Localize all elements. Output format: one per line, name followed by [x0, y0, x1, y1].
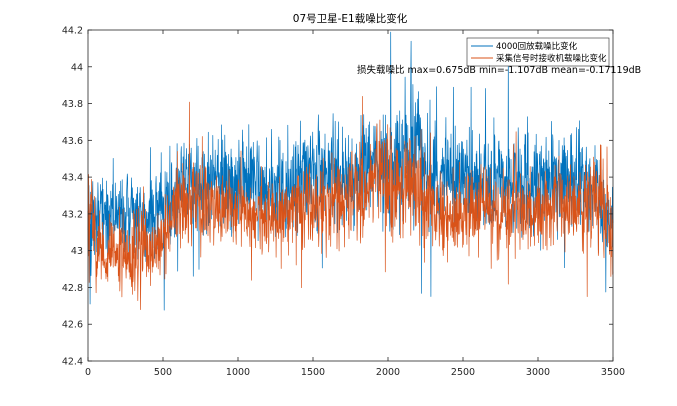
- series-line-2: [87, 95, 614, 311]
- y-tick-label: 43.8: [62, 99, 83, 110]
- y-tick-label: 42.8: [62, 283, 83, 294]
- x-tick-label: 1000: [226, 367, 250, 378]
- y-tick-label: 43.2: [62, 209, 83, 220]
- legend-label-series-1: 4000回放载噪比变化: [496, 41, 578, 52]
- x-tick-label: 2000: [376, 367, 400, 378]
- x-axis: 0 500 1000 1500 2000 2500 3000 3500: [85, 30, 625, 378]
- legend-label-series-2: 采集信号时接收机载噪比变化: [496, 53, 607, 64]
- x-tick-label: 2500: [451, 367, 475, 378]
- x-tick-label: 1500: [301, 367, 325, 378]
- y-tick-label: 43: [71, 246, 83, 257]
- legend-box: [466, 37, 610, 67]
- x-tick-label: 0: [85, 367, 91, 378]
- y-tick-label: 44: [71, 62, 83, 73]
- legend[interactable]: 4000回放载噪比变化 采集信号时接收机载噪比变化: [466, 37, 610, 67]
- x-tick-label: 3500: [601, 367, 625, 378]
- y-tick-label: 43.6: [62, 136, 83, 147]
- y-tick-label: 43.4: [62, 173, 83, 184]
- y-tick-label: 44.2: [62, 26, 83, 37]
- x-tick-label: 3000: [526, 367, 550, 378]
- y-axis: 42.4 42.6 42.8 43 43.2 43.4 43.6 43.8 44 44.2: [62, 26, 613, 368]
- y-tick-label: 42.6: [62, 320, 83, 331]
- stats-annotation: 损失载噪比 max=0.675dB min=-1.107dB mean=-0.1…: [357, 64, 641, 76]
- x-tick-label: 500: [154, 367, 172, 378]
- chart-title: 07号卫星-E1载噪比变化: [293, 12, 408, 25]
- plot-frame: [87, 29, 614, 362]
- series-layer: [87, 31, 614, 311]
- y-tick-label: 42.4: [62, 357, 83, 368]
